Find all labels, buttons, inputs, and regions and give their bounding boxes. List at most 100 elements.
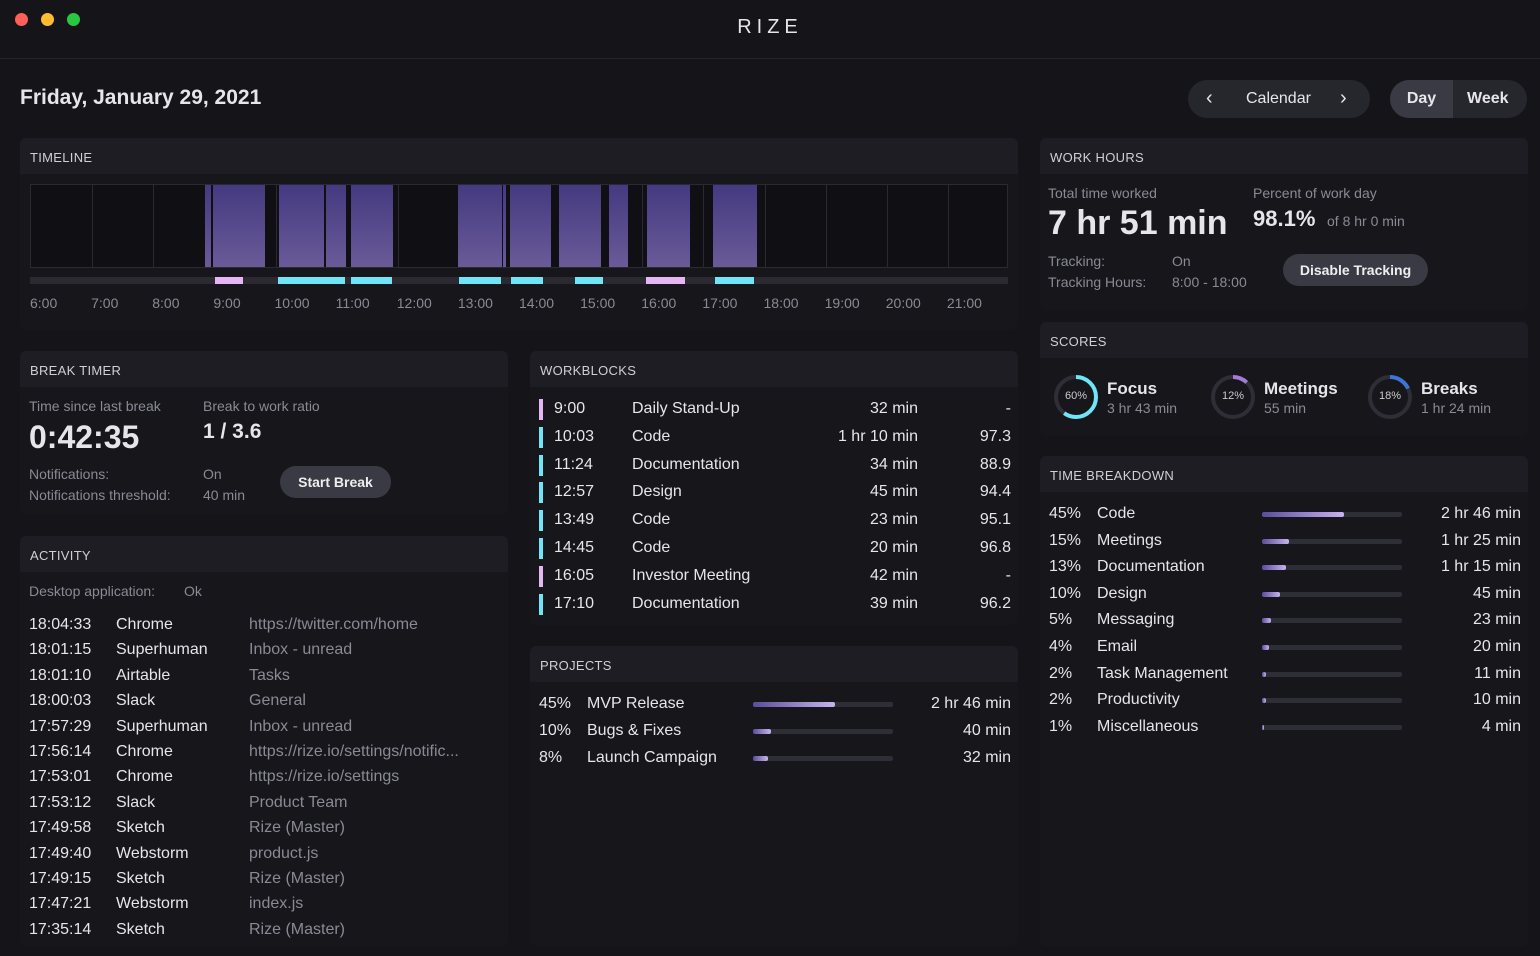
projects-row[interactable]: 10% Bugs & Fixes 40 min bbox=[539, 722, 1011, 744]
row-name: Task Management bbox=[1097, 664, 1228, 682]
workblock-row[interactable]: 13:49 Code 23 min 95.1 bbox=[539, 510, 1011, 532]
workblock-name: Code bbox=[632, 539, 671, 556]
workblock-color-bar bbox=[539, 538, 543, 559]
score-percent: 60% bbox=[1064, 390, 1088, 402]
workblock-row[interactable]: 17:10 Documentation 39 min 96.2 bbox=[539, 593, 1011, 616]
close-window-button[interactable] bbox=[15, 13, 28, 26]
activity-row[interactable]: 18:01:10 Airtable Tasks bbox=[29, 667, 499, 689]
timeline-event-meeting[interactable] bbox=[645, 277, 686, 284]
activity-app: Chrome bbox=[116, 743, 173, 760]
activity-row[interactable]: 18:01:15 Superhuman Inbox - unread bbox=[29, 641, 499, 663]
tab-day[interactable]: Day bbox=[1390, 80, 1453, 118]
breakdown-row[interactable]: 1% Miscellaneous 4 min bbox=[1049, 718, 1521, 740]
activity-row[interactable]: 17:47:21 Webstorm index.js bbox=[29, 895, 499, 917]
breakdown-row[interactable]: 2% Productivity 10 min bbox=[1049, 691, 1521, 713]
activity-time: 18:00:03 bbox=[29, 692, 92, 710]
timeline-block[interactable] bbox=[457, 185, 502, 267]
activity-time: 18:01:10 bbox=[29, 666, 92, 684]
maximize-window-button[interactable] bbox=[67, 13, 80, 26]
activity-row[interactable]: 17:49:58 Sketch Rize (Master) bbox=[29, 819, 499, 841]
activity-row[interactable]: 17:53:01 Chrome https://rize.io/settings bbox=[29, 768, 499, 790]
workblock-row[interactable]: 16:05 Investor Meeting 42 min - bbox=[539, 565, 1011, 588]
row-duration: 45 min bbox=[1472, 584, 1521, 602]
workblock-row[interactable]: 14:45 Code 20 min 96.8 bbox=[539, 538, 1011, 560]
progress-bar bbox=[1262, 512, 1402, 517]
activity-row[interactable]: 17:56:14 Chrome https://rize.io/settings… bbox=[29, 743, 499, 765]
timeline-event-focus[interactable] bbox=[714, 277, 755, 284]
timeline-block[interactable] bbox=[205, 185, 212, 267]
break-timer-value: 0:42:35 bbox=[29, 419, 140, 455]
activity-row[interactable]: 17:57:29 Superhuman Inbox - unread bbox=[29, 718, 499, 740]
breakdown-row[interactable]: 4% Email 20 min bbox=[1049, 638, 1521, 660]
chevron-left-icon[interactable]: ‹ bbox=[1206, 87, 1213, 109]
workblock-color-bar bbox=[539, 510, 543, 532]
workblock-color-bar bbox=[539, 593, 543, 615]
projects-row[interactable]: 45% MVP Release 2 hr 46 min bbox=[539, 695, 1011, 717]
disable-tracking-button[interactable]: Disable Tracking bbox=[1283, 254, 1428, 286]
activity-row[interactable]: 18:00:03 Slack General bbox=[29, 692, 499, 714]
breakdown-row[interactable]: 2% Task Management 11 min bbox=[1049, 665, 1521, 687]
timeline-event-focus[interactable] bbox=[575, 277, 603, 284]
activity-row[interactable]: 17:49:40 Webstorm product.js bbox=[29, 845, 499, 867]
timeline-event-meeting[interactable] bbox=[214, 277, 243, 284]
projects-panel: PROJECTS 45% MVP Release 2 hr 46 min 10%… bbox=[530, 646, 1018, 946]
timeline-title: TIMELINE bbox=[20, 138, 1018, 174]
activity-row[interactable]: 17:35:14 Sketch Rize (Master) bbox=[29, 921, 499, 943]
work-hours-title: WORK HOURS bbox=[1040, 138, 1528, 174]
breakdown-row[interactable]: 10% Design 45 min bbox=[1049, 585, 1521, 607]
breakdown-row[interactable]: 45% Code 2 hr 46 min bbox=[1049, 505, 1521, 527]
activity-row[interactable]: 18:04:33 Chrome https://twitter.com/home bbox=[29, 616, 499, 638]
timeline-event-focus[interactable] bbox=[459, 277, 501, 284]
score-meetings[interactable]: 12% Meetings 55 min bbox=[1209, 373, 1359, 423]
workblock-row[interactable]: 9:00 Daily Stand-Up 32 min - bbox=[539, 399, 1011, 421]
chevron-right-icon[interactable]: › bbox=[1340, 87, 1347, 109]
score-focus[interactable]: 60% Focus 3 hr 43 min bbox=[1052, 373, 1202, 423]
timeline-block[interactable] bbox=[503, 185, 506, 267]
score-percent: 12% bbox=[1221, 390, 1245, 402]
activity-time: 17:35:14 bbox=[29, 920, 92, 938]
workblock-row[interactable]: 12:57 Design 45 min 94.4 bbox=[539, 482, 1011, 504]
workblock-row[interactable]: 10:03 Code 1 hr 10 min 97.3 bbox=[539, 426, 1011, 449]
breakdown-row[interactable]: 15% Meetings 1 hr 25 min bbox=[1049, 532, 1521, 554]
breakdown-row[interactable]: 5% Messaging 23 min bbox=[1049, 611, 1521, 633]
workblock-name: Design bbox=[632, 483, 682, 501]
timeline-chart[interactable] bbox=[30, 184, 1008, 268]
progress-bar bbox=[1262, 618, 1402, 624]
workblock-time: 13:49 bbox=[554, 511, 595, 529]
score-percent: 18% bbox=[1378, 390, 1402, 402]
minimize-window-button[interactable] bbox=[41, 13, 54, 26]
timeline-block[interactable] bbox=[326, 185, 346, 267]
activity-detail: Rize (Master) bbox=[249, 819, 346, 837]
timeline-block[interactable] bbox=[558, 185, 602, 267]
score-breaks[interactable]: 18% Breaks 1 hr 24 min bbox=[1366, 373, 1516, 423]
tab-week[interactable]: Week bbox=[1467, 90, 1509, 107]
timeline-event-focus[interactable] bbox=[277, 277, 345, 284]
workblock-row[interactable]: 11:24 Documentation 34 min 88.9 bbox=[539, 454, 1011, 477]
progress-bar bbox=[753, 702, 893, 707]
timeline-block[interactable] bbox=[278, 185, 325, 267]
timeline-event-focus[interactable] bbox=[350, 277, 392, 284]
activity-row[interactable]: 17:49:15 Sketch Rize (Master) bbox=[29, 870, 499, 892]
projects-row[interactable]: 8% Launch Campaign 32 min bbox=[539, 749, 1011, 771]
row-duration: 32 min bbox=[962, 748, 1011, 766]
activity-app: Sketch bbox=[116, 870, 165, 887]
timeline-event-focus[interactable] bbox=[511, 277, 544, 284]
calendar-button[interactable]: Calendar bbox=[1246, 90, 1311, 107]
desktop-status: Ok bbox=[184, 583, 202, 599]
row-percent: 15% bbox=[1049, 531, 1082, 549]
timeline-block[interactable] bbox=[509, 185, 551, 267]
timeline-block[interactable] bbox=[213, 185, 266, 267]
row-percent: 8% bbox=[539, 748, 563, 766]
breakdown-row[interactable]: 13% Documentation 1 hr 15 min bbox=[1049, 558, 1521, 580]
activity-time: 17:49:40 bbox=[29, 844, 92, 862]
progress-bar bbox=[1262, 645, 1402, 650]
progress-bar bbox=[1262, 698, 1402, 704]
desktop-label: Desktop application: bbox=[29, 583, 156, 599]
activity-row[interactable]: 17:53:12 Slack Product Team bbox=[29, 794, 499, 816]
timeline-block[interactable] bbox=[608, 185, 629, 267]
hour-label: 18:00 bbox=[763, 295, 799, 311]
start-break-button[interactable]: Start Break bbox=[280, 466, 391, 498]
timeline-block[interactable] bbox=[646, 185, 690, 267]
timeline-block[interactable] bbox=[350, 185, 394, 267]
timeline-block[interactable] bbox=[712, 185, 757, 267]
